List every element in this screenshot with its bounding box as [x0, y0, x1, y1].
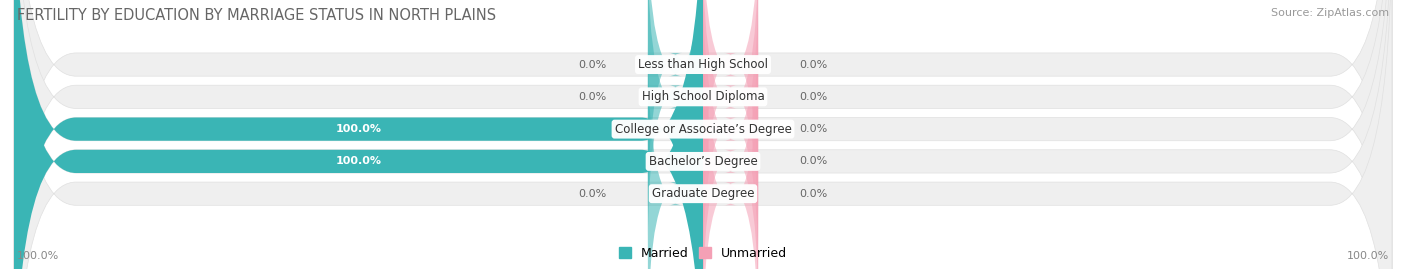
- Text: 0.0%: 0.0%: [800, 156, 828, 167]
- FancyBboxPatch shape: [14, 0, 1392, 269]
- Text: 0.0%: 0.0%: [578, 59, 606, 70]
- Text: 0.0%: 0.0%: [578, 189, 606, 199]
- FancyBboxPatch shape: [14, 0, 703, 269]
- FancyBboxPatch shape: [14, 0, 1392, 269]
- FancyBboxPatch shape: [703, 0, 758, 214]
- Text: 100.0%: 100.0%: [336, 156, 381, 167]
- Text: 0.0%: 0.0%: [800, 92, 828, 102]
- FancyBboxPatch shape: [703, 0, 758, 269]
- Text: 0.0%: 0.0%: [800, 124, 828, 134]
- Text: 0.0%: 0.0%: [578, 92, 606, 102]
- FancyBboxPatch shape: [14, 0, 1392, 269]
- Text: 100.0%: 100.0%: [336, 124, 381, 134]
- Text: 0.0%: 0.0%: [800, 189, 828, 199]
- FancyBboxPatch shape: [703, 0, 758, 247]
- FancyBboxPatch shape: [14, 0, 1392, 269]
- Text: Bachelor’s Degree: Bachelor’s Degree: [648, 155, 758, 168]
- FancyBboxPatch shape: [14, 0, 703, 269]
- Legend: Married, Unmarried: Married, Unmarried: [613, 242, 793, 265]
- FancyBboxPatch shape: [648, 44, 703, 269]
- Text: Source: ZipAtlas.com: Source: ZipAtlas.com: [1271, 8, 1389, 18]
- FancyBboxPatch shape: [648, 0, 703, 247]
- Text: FERTILITY BY EDUCATION BY MARRIAGE STATUS IN NORTH PLAINS: FERTILITY BY EDUCATION BY MARRIAGE STATU…: [17, 8, 496, 23]
- Text: College or Associate’s Degree: College or Associate’s Degree: [614, 123, 792, 136]
- Text: 100.0%: 100.0%: [17, 251, 59, 261]
- FancyBboxPatch shape: [703, 12, 758, 269]
- Text: Less than High School: Less than High School: [638, 58, 768, 71]
- FancyBboxPatch shape: [703, 44, 758, 269]
- Text: High School Diploma: High School Diploma: [641, 90, 765, 103]
- FancyBboxPatch shape: [648, 0, 703, 214]
- FancyBboxPatch shape: [14, 0, 1392, 269]
- Text: Graduate Degree: Graduate Degree: [652, 187, 754, 200]
- Text: 100.0%: 100.0%: [1347, 251, 1389, 261]
- Text: 0.0%: 0.0%: [800, 59, 828, 70]
